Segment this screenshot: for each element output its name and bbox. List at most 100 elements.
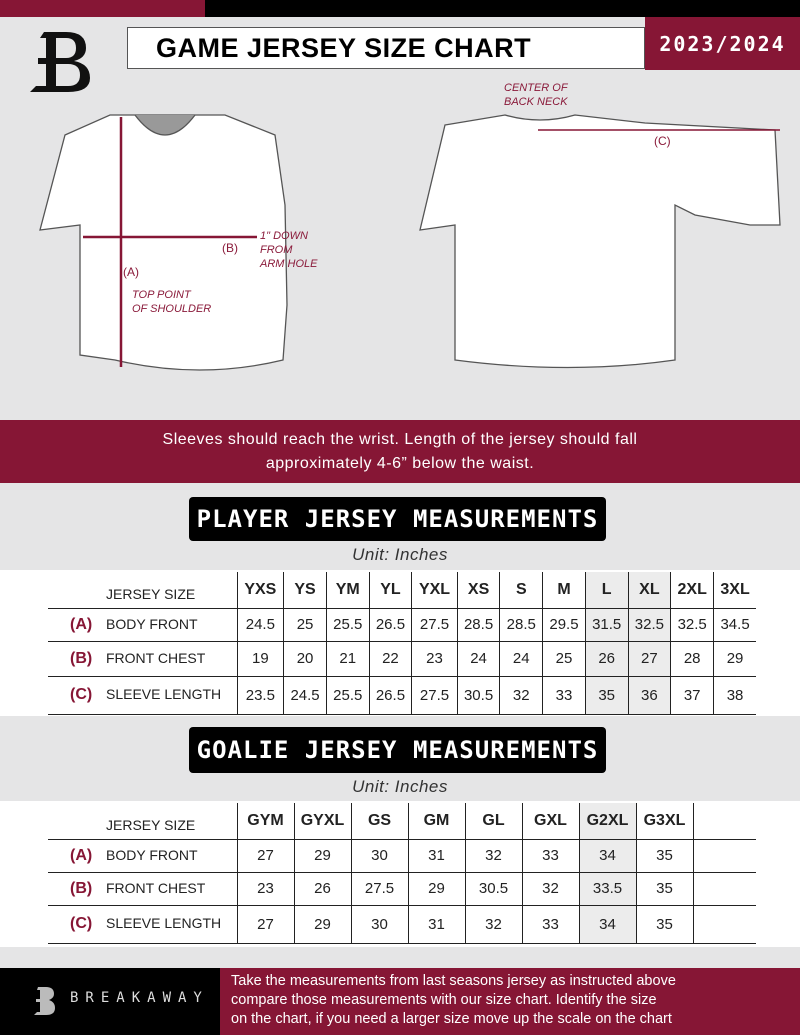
measurement-value [692,904,756,944]
measurement-value: 33 [521,838,580,873]
size-header: GYXL [293,803,352,840]
measurement-value: 34 [578,904,637,944]
measurement-name: FRONT CHEST [106,879,206,896]
measurement-value: 31 [407,904,466,944]
table-header-row: JERSEY SIZE YXS YS YM YL YXL XS S M L XL 2XL 3XL [48,572,756,609]
size-header: YS [283,572,327,609]
measurement-value: 24 [456,640,501,677]
measurement-value: 22 [368,640,413,677]
measurement-value: 34 [578,838,637,873]
top-accent-bar [0,0,205,17]
size-header [692,803,756,840]
measurement-value: 19 [236,640,285,677]
player-unit: Unit: Inches [352,545,448,564]
measurement-label: (C) SLEEVE LENGTH [48,904,238,944]
measurement-value: 30.5 [464,871,523,906]
page-title: GAME JERSEY SIZE CHART [127,27,645,69]
measurement-label: (C) SLEEVE LENGTH [48,675,238,715]
measurement-value: 21 [325,640,370,677]
size-header: GM [407,803,466,840]
brand-name: BREAKAWAY [70,990,209,1006]
size-header: XS [456,572,501,609]
measurement-value: 32 [464,838,523,873]
measurement-value: 38 [713,675,756,715]
measurement-name: FRONT CHEST [106,649,206,666]
size-header: YL [368,572,413,609]
size-header: G3XL [635,803,694,840]
note-b: 1" DOWN FROM ARM HOLE [260,230,318,270]
measurement-code: (C) [70,915,93,932]
size-header: YM [325,572,370,609]
table-header-row: JERSEY SIZE GYM GYXL GS GM GL GXL G2XL G3XL [48,803,756,840]
measurement-value: 24 [499,640,544,677]
measurement-value: 35 [635,871,694,906]
measurement-value: 33 [542,675,586,715]
size-header: 3XL [713,572,756,609]
measurement-value: 27 [627,640,672,677]
size-header: S [499,572,544,609]
measurement-value: 27.5 [350,871,409,906]
size-header: YXL [411,572,458,609]
measurement-value: 23.5 [236,675,285,715]
measurement-value: 35 [584,675,629,715]
footer-instructions: Take the measurements from last seasons … [220,968,800,1035]
measurement-code: (B) [70,649,93,667]
size-header: L [584,572,629,609]
goalie-section-title: GOALIE JERSEY MEASUREMENTS [189,727,606,773]
measurement-value: 20 [283,640,327,677]
size-header: G2XL [578,803,637,840]
note-a: TOP POINT OF SHOULDER [132,289,212,315]
size-header: GS [350,803,409,840]
measurement-name: SLEEVE LENGTH [106,915,222,931]
jersey-front-outline [39,114,288,371]
top-black-bar [205,0,800,17]
measurement-value: 32 [499,675,544,715]
measurement-code: (C) [70,686,93,703]
measurement-label: (A) BODY FRONT [48,607,238,642]
size-label: JERSEY SIZE [48,803,238,840]
size-header: 2XL [670,572,715,609]
note-c: CENTER OF BACK NECK [504,82,568,108]
goalie-size-table: JERSEY SIZE GYM GYXL GS GM GL GXL G2XL G3XL (A) B… [48,803,756,944]
table-row: (C) SLEEVE LENGTH 23.5 24.5 25.5 26.5 27.5 30.5… [48,675,756,715]
measurement-value: 29 [293,838,352,873]
table-row: (B) FRONT CHEST 19 20 21 22 23 24 24 25 26 27 28 29 [48,640,756,677]
label-a: (A) [123,265,139,279]
measurement-value: 35 [635,904,694,944]
measurement-value [692,838,756,873]
label-c: (C) [654,134,671,148]
measurement-value: 32 [521,871,580,906]
season-badge: 2023/2024 [645,17,800,70]
table-row: (C) SLEEVE LENGTH 27 29 30 31 32 33 34 35 [48,904,756,944]
measurement-value: 27.5 [411,607,458,642]
measurement-value: 27.5 [411,675,458,715]
size-label: JERSEY SIZE [48,572,238,609]
measurement-code: (B) [70,879,93,897]
measurement-value: 24.5 [236,607,285,642]
measurement-value: 26.5 [368,675,413,715]
measurement-value: 26 [293,871,352,906]
instructions-band: Sleeves should reach the wrist. Length o… [0,420,800,483]
measurement-value: 27 [236,838,295,873]
measurement-value: 32.5 [627,607,672,642]
measurement-value: 29 [713,640,756,677]
measurement-value: 26 [584,640,629,677]
size-header: YXS [236,572,285,609]
measurement-label: (A) BODY FRONT [48,838,238,873]
jersey-back-outline [419,114,781,369]
measurement-value: 25.5 [325,607,370,642]
measurement-value: 23 [236,871,295,906]
table-row: (A) BODY FRONT 24.5 25 25.5 26.5 27.5 28.5 28.5 2… [48,607,756,642]
measurement-value: 34.5 [713,607,756,642]
measurement-value: 30.5 [456,675,501,715]
measurement-value: 31 [407,838,466,873]
measurement-value: 32 [464,904,523,944]
measurement-value: 29.5 [542,607,586,642]
goalie-unit: Unit: Inches [352,777,448,796]
measurement-value: 32.5 [670,607,715,642]
player-section-title: PLAYER JERSEY MEASUREMENTS [189,497,606,541]
measurement-value: 23 [411,640,458,677]
measurement-name: BODY FRONT [106,846,198,863]
measurement-value: 29 [407,871,466,906]
jersey-diagram [39,114,781,371]
